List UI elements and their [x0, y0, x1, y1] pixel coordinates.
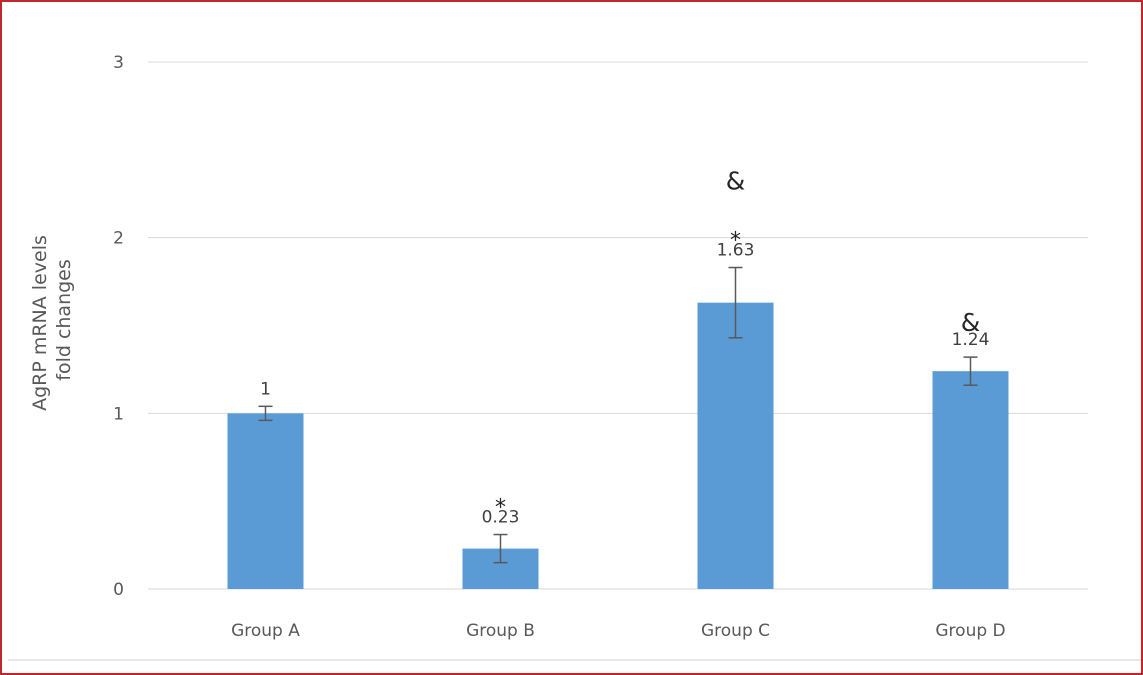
y-tick-label: 3	[113, 53, 124, 73]
y-tick-labels: 0 1 2 3	[113, 53, 124, 600]
y-axis-label-line-1: AgRP mRNA levels	[29, 235, 51, 411]
data-labels: 1 0.23 1.63 1.24	[260, 241, 989, 528]
ampersand-annotation: &	[726, 167, 746, 196]
y-axis-label-line-2: fold changes	[53, 259, 75, 381]
asterisk-annotation: *	[730, 229, 741, 254]
asterisk-annotation: *	[495, 496, 506, 521]
category-label: Group C	[701, 621, 770, 641]
data-label: 1.63	[717, 241, 755, 261]
gridlines	[148, 61, 1088, 590]
data-label: 1.24	[952, 330, 990, 350]
data-label: 0.23	[482, 508, 520, 528]
data-label: 1	[260, 379, 271, 399]
ampersand-annotation: &	[961, 308, 981, 337]
category-label: Group A	[231, 621, 300, 641]
bar	[227, 413, 304, 589]
significance-annotations: * * & &	[495, 167, 980, 521]
y-tick-label: 1	[113, 404, 124, 424]
error-bars	[258, 266, 978, 564]
bar	[932, 371, 1009, 589]
y-axis-label: AgRP mRNA levels fold changes	[29, 229, 75, 411]
category-label: Group B	[466, 621, 535, 641]
category-labels: Group A Group B Group C Group D	[231, 621, 1006, 641]
category-label: Group D	[935, 621, 1005, 641]
bar	[697, 302, 774, 589]
y-tick-label: 0	[113, 580, 124, 600]
bars	[227, 302, 1009, 589]
y-tick-label: 2	[113, 229, 124, 249]
